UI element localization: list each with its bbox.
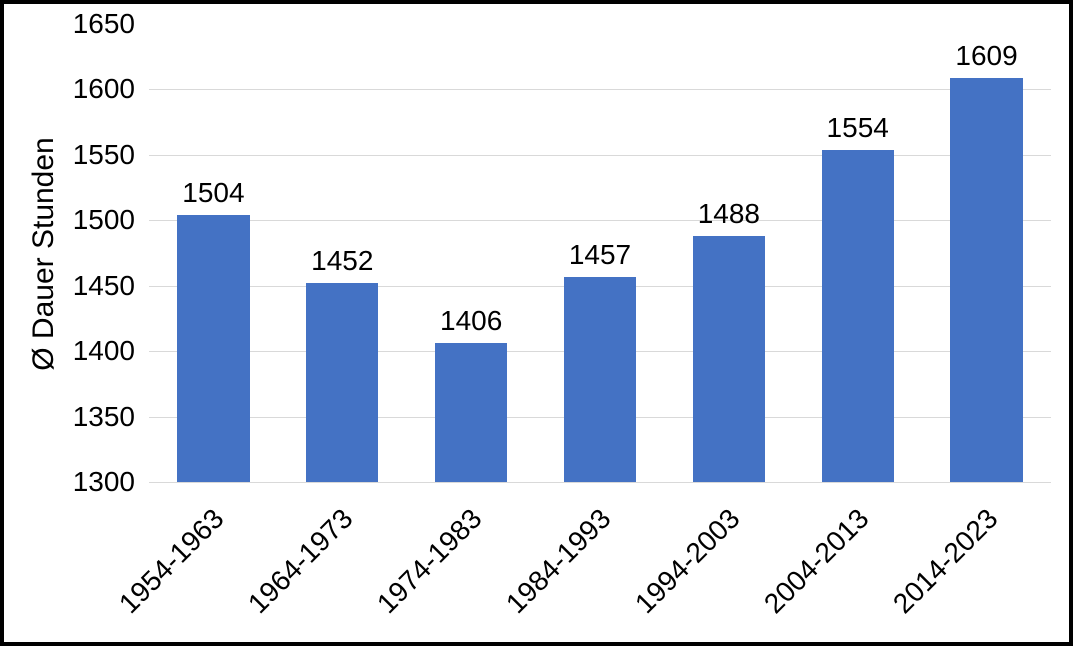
bar: 1452 — [306, 283, 378, 482]
chart-frame: 1300 1350 1400 1450 1500 1550 1600 1650 1504 1954… — [0, 0, 1073, 646]
plot-area: 1300135014001450150015501600165015041954… — [149, 24, 1051, 482]
bar-value-label: 1554 — [827, 112, 889, 144]
y-tick-label: 1550 — [73, 139, 135, 171]
y-tick-label: 1600 — [73, 73, 135, 105]
bar-value-label: 1452 — [311, 245, 373, 277]
y-tick-label: 1450 — [73, 270, 135, 302]
bar-value-label: 1488 — [698, 198, 760, 230]
x-tick-label: 2014-2023 — [887, 503, 1004, 620]
y-tick-label: 1650 — [73, 8, 135, 40]
bar-value-label: 1406 — [440, 305, 502, 337]
bar: 1488 — [693, 236, 765, 482]
y-tick-label: 1400 — [73, 335, 135, 367]
x-tick-label: 1974-1983 — [371, 503, 488, 620]
y-axis-label: Ø Dauer Stunden — [27, 137, 61, 370]
x-tick-label: 1964-1973 — [242, 503, 359, 620]
gridline — [149, 89, 1051, 90]
bar: 1609 — [950, 78, 1022, 482]
bar-value-label: 1504 — [182, 177, 244, 209]
bar: 1554 — [822, 150, 894, 482]
x-axis-line — [149, 482, 1051, 483]
gridline — [149, 155, 1051, 156]
x-tick-label: 1994-2003 — [629, 503, 746, 620]
bar: 1406 — [435, 343, 507, 482]
bar: 1504 — [177, 215, 249, 482]
y-tick-label: 1300 — [73, 466, 135, 498]
gridline — [149, 220, 1051, 221]
y-tick-label: 1500 — [73, 204, 135, 236]
bar-value-label: 1609 — [955, 40, 1017, 72]
x-tick-label: 1984-1993 — [500, 503, 617, 620]
x-tick-label: 2004-2013 — [758, 503, 875, 620]
bar-value-label: 1457 — [569, 239, 631, 271]
y-tick-label: 1350 — [73, 401, 135, 433]
bar: 1457 — [564, 277, 636, 482]
x-tick-label: 1954-1963 — [113, 503, 230, 620]
